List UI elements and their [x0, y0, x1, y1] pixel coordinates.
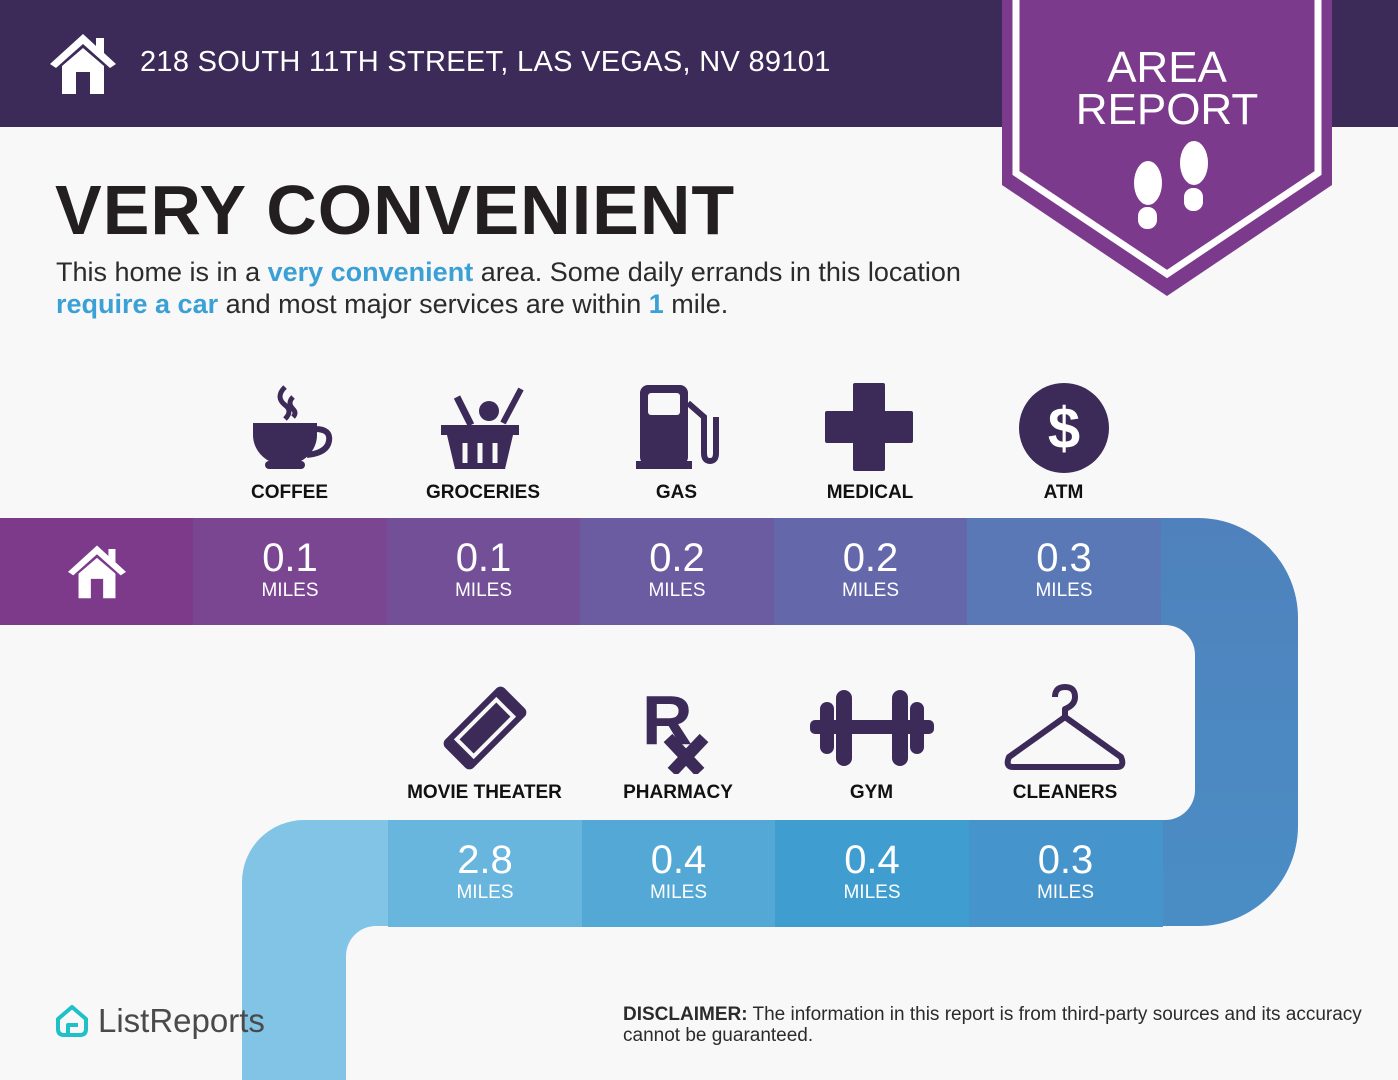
distance-unit: MILES	[1036, 882, 1095, 903]
medical-cross-icon	[774, 378, 967, 478]
svg-text:AREA: AREA	[1107, 43, 1227, 92]
coffee-cup-icon	[193, 378, 386, 478]
svg-text:R: R	[642, 682, 693, 759]
distance-value: 0.2	[842, 536, 899, 580]
grocery-basket-icon	[387, 378, 580, 478]
hanger-icon	[969, 678, 1162, 778]
disclaimer: DISCLAIMER: The information in this repo…	[623, 1004, 1362, 1046]
distance-unit: MILES	[841, 580, 900, 601]
distance-unit: MILES	[648, 580, 706, 601]
distance-cell: 0.2 MILES	[773, 518, 968, 625]
page-title: VERY CONVENIENT	[55, 171, 736, 249]
category-label: GAS	[655, 482, 698, 503]
distance-unit: MILES	[1035, 580, 1093, 601]
category-label: GROCERIES	[425, 482, 541, 503]
ticket-icon	[388, 678, 581, 778]
category-label: GYM	[849, 782, 894, 803]
category-label: CLEANERS	[1012, 782, 1118, 803]
distance-cell: 0.4 MILES	[775, 820, 969, 927]
distance-unit: MILES	[843, 882, 901, 903]
distance-unit: MILES	[649, 882, 708, 903]
description: This home is in a very convenient area. …	[56, 257, 961, 319]
category-label: PHARMACY	[623, 782, 733, 803]
distance-value: 0.4	[844, 838, 900, 882]
rx-icon: R	[582, 678, 775, 778]
house-icon	[50, 34, 116, 94]
category-label: MEDICAL	[826, 482, 914, 503]
distance-value: 0.3	[1037, 838, 1094, 882]
footprints-icon	[1134, 141, 1208, 229]
category-label: COFFEE	[250, 482, 329, 503]
distance-value: 2.8	[457, 838, 513, 882]
distance-value: 0.2	[649, 536, 705, 580]
svg-text:REPORT: REPORT	[1076, 85, 1259, 134]
distance-cell: 0.1 MILES	[386, 518, 581, 625]
listreports-logo: ListReports	[54, 1002, 265, 1040]
home-cell	[0, 518, 193, 625]
distance-value: 0.4	[650, 838, 707, 882]
address: 218 SOUTH 11TH STREET, LAS VEGAS, NV 891…	[140, 46, 831, 78]
distance-cell: 0.3 MILES	[967, 518, 1161, 625]
dumbbell-icon	[775, 678, 968, 778]
dollar-icon: $	[967, 378, 1160, 478]
category-label: MOVIE THEATER	[407, 782, 562, 803]
distance-cell: 0.3 MILES	[968, 820, 1163, 927]
distance-unit: MILES	[456, 882, 514, 903]
distance-unit: MILES	[454, 580, 513, 601]
distance-value: 0.3	[1036, 536, 1092, 580]
house-icon	[67, 545, 126, 599]
gas-pump-icon	[580, 378, 773, 478]
distance-cell: 2.8 MILES	[388, 820, 582, 927]
logo-icon	[56, 1005, 88, 1037]
distance-value: 0.1	[262, 536, 318, 580]
distance-unit: MILES	[261, 580, 319, 601]
distance-cell: 0.4 MILES	[581, 820, 776, 927]
distance-cell: 0.2 MILES	[580, 518, 774, 625]
distance-cell: 0.1 MILES	[193, 518, 387, 625]
svg-text:$: $	[1047, 396, 1079, 461]
area-report-badge: AREA REPORT	[1002, 0, 1332, 296]
distance-value: 0.1	[455, 536, 512, 580]
category-label: ATM	[1043, 482, 1084, 503]
